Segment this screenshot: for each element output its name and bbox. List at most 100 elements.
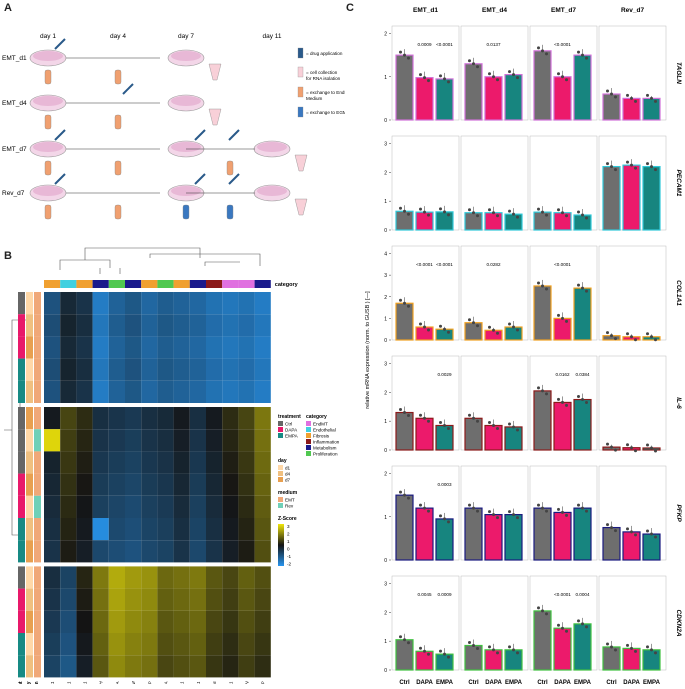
data-point — [476, 646, 479, 650]
data-point — [439, 420, 442, 424]
data-point — [488, 510, 491, 514]
y-tick-label: 2 — [384, 390, 387, 396]
x-tick-label: Ctrl — [468, 680, 479, 684]
legend-swatch — [306, 427, 311, 432]
heatmap-cell — [238, 610, 255, 633]
bar — [435, 328, 454, 341]
data-point — [443, 652, 446, 656]
data-point — [537, 207, 540, 211]
category-cell — [60, 280, 77, 288]
bar — [533, 285, 552, 341]
heatmap-cell — [222, 380, 239, 403]
data-point — [476, 324, 479, 328]
heatmap-cell — [125, 566, 142, 589]
data-point — [654, 338, 657, 342]
data-point — [561, 400, 564, 404]
heatmap-cell — [92, 358, 109, 381]
bar — [464, 212, 483, 231]
heatmap-cell — [76, 407, 93, 430]
data-point — [427, 419, 430, 423]
panel-a-letter: A — [4, 2, 12, 14]
cell-layer — [171, 51, 201, 61]
y-tick-label: 0 — [384, 338, 387, 344]
data-point — [403, 209, 406, 213]
y-tick-label: 2 — [384, 295, 387, 301]
heatmap-cell — [254, 495, 271, 518]
legend-icon — [297, 106, 304, 118]
heatmap-cell — [108, 358, 125, 381]
medium-annotation — [34, 451, 41, 474]
heatmap-cell — [206, 610, 223, 633]
p-value: 0.0029 — [437, 372, 451, 377]
data-point — [403, 493, 406, 497]
heatmap-cell — [157, 566, 174, 589]
bar — [553, 627, 572, 671]
heatmap-cell — [141, 451, 158, 474]
heatmap-cell — [125, 407, 142, 430]
heatmap-cell — [108, 610, 125, 633]
data-point — [447, 520, 450, 524]
category-cell — [141, 280, 158, 288]
data-point — [443, 210, 446, 214]
heatmap-cell — [125, 655, 142, 678]
heatmap-cell — [60, 588, 77, 611]
heatmap-cell — [189, 473, 206, 496]
heatmap-cell — [108, 314, 125, 337]
data-point — [606, 523, 609, 527]
p-value: 0.0009 — [437, 592, 451, 597]
data-point — [654, 99, 657, 103]
data-point — [577, 283, 580, 287]
data-point — [541, 609, 544, 613]
heatmap-cell — [238, 588, 255, 611]
bar — [415, 211, 434, 231]
heatmap-cell — [92, 518, 109, 541]
data-point — [561, 316, 564, 320]
pipette-icon — [194, 129, 206, 141]
heatmap-cell — [108, 588, 125, 611]
legend-swatch — [306, 451, 311, 456]
bar — [435, 211, 454, 231]
heatmap-cell — [92, 588, 109, 611]
data-point — [508, 645, 511, 649]
data-point — [557, 313, 560, 317]
data-point — [581, 286, 584, 290]
medium-tube — [114, 69, 122, 85]
bar — [395, 302, 414, 341]
data-point — [634, 99, 637, 103]
heatmap-cell — [108, 380, 125, 403]
gene-label: FAP — [147, 680, 152, 684]
y-tick-label: 1 — [384, 75, 387, 81]
data-point — [472, 506, 475, 510]
medium-annotation — [34, 540, 41, 563]
data-point — [557, 623, 560, 627]
heatmap-cell — [76, 380, 93, 403]
heatmap-cell — [189, 380, 206, 403]
heatmap-cell — [60, 473, 77, 496]
data-point — [476, 65, 479, 69]
condition-header: EMT_d4 — [482, 7, 507, 14]
data-point — [492, 328, 495, 332]
day-annotation — [26, 633, 33, 656]
data-point — [614, 95, 617, 99]
heatmap-cell — [254, 407, 271, 430]
heatmap-cell — [238, 292, 255, 315]
y-tick-label: 1 — [384, 419, 387, 425]
bar — [484, 649, 503, 671]
heatmap-cell — [44, 610, 61, 633]
data-point — [614, 529, 617, 533]
bar — [622, 647, 641, 671]
bar — [395, 639, 414, 671]
treatment-annotation — [18, 540, 25, 563]
heatmap-cell — [125, 610, 142, 633]
heatmap-cell — [108, 407, 125, 430]
heatmap-cell — [141, 407, 158, 430]
data-point — [537, 281, 540, 285]
heatmap-cell — [173, 473, 190, 496]
data-point — [581, 398, 584, 402]
heatmap-cell — [254, 473, 271, 496]
category-cell — [76, 280, 93, 288]
cell-layer — [171, 186, 201, 196]
panel-b-letter: B — [4, 250, 12, 262]
data-point — [488, 645, 491, 649]
legend-swatch — [306, 439, 311, 444]
